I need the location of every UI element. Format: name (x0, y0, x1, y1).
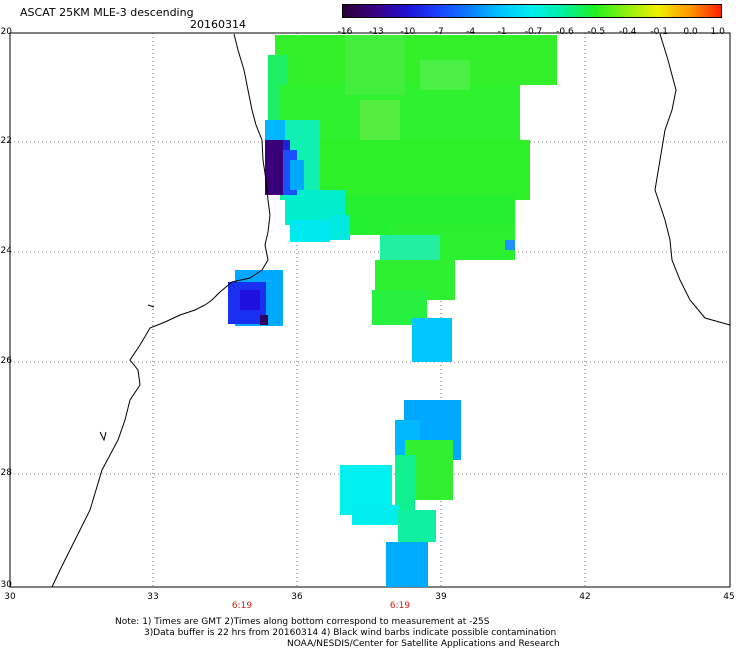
lon-label: 45 (723, 592, 735, 602)
lat-label: -28 (0, 468, 12, 478)
colorbar-tick-label: -1 (497, 27, 507, 37)
colorbar-tick-label: -0.5 (587, 27, 606, 37)
time-marker: 6:19 (389, 601, 411, 611)
colorbar-tick-label: -16 (337, 27, 353, 37)
plot-frame (9, 32, 731, 588)
lat-label: -30 (0, 580, 12, 590)
lon-label: 39 (435, 592, 447, 602)
colorbar-tick-label: 0.0 (683, 27, 698, 37)
footnote-line-1: Note: 1) Times are GMT 2)Times along bot… (115, 617, 490, 627)
lat-label: -22 (0, 136, 12, 146)
time-marker: 6:19 (231, 601, 253, 611)
footnote-line-2: 3)Data buffer is 22 hrs from 20160314 4)… (144, 628, 557, 638)
colorbar (342, 4, 722, 18)
colorbar-tick-label: -7 (434, 27, 444, 37)
lat-label: -20 (0, 27, 12, 37)
lon-label: 42 (579, 592, 591, 602)
lon-label: 30 (4, 592, 16, 602)
footnote-credit: NOAA/NESDIS/Center for Satellite Applica… (287, 639, 560, 649)
coastline (51, 33, 731, 588)
date-label: 20160314 (190, 18, 246, 31)
lat-label: -26 (0, 356, 12, 366)
colorbar-tick-label: -0.7 (524, 27, 543, 37)
colorbar-tick-label: -10 (400, 27, 416, 37)
wind-swath-data (228, 35, 557, 587)
colorbar-labels: -16 -13 -10 -7 -4 -1 -0.7 -0.6 -0.5 -0.4 -0.1 0.0 1.… (0, 27, 740, 39)
colorbar-tick-label: 1.0 (710, 27, 725, 37)
colorbar-tick-label: -0.6 (556, 27, 574, 37)
colorbar-tick-label: -0.1 (650, 27, 668, 37)
product-title: ASCAT 25KM MLE-3 descending (20, 6, 194, 19)
colorbar-tick-label: -13 (369, 27, 384, 37)
lon-label: 33 (147, 592, 159, 602)
colorbar-tick-label: -4 (466, 27, 476, 37)
lon-label: 36 (291, 592, 303, 602)
lat-label: -24 (0, 246, 12, 256)
colorbar-tick-label: -0.4 (618, 27, 637, 37)
